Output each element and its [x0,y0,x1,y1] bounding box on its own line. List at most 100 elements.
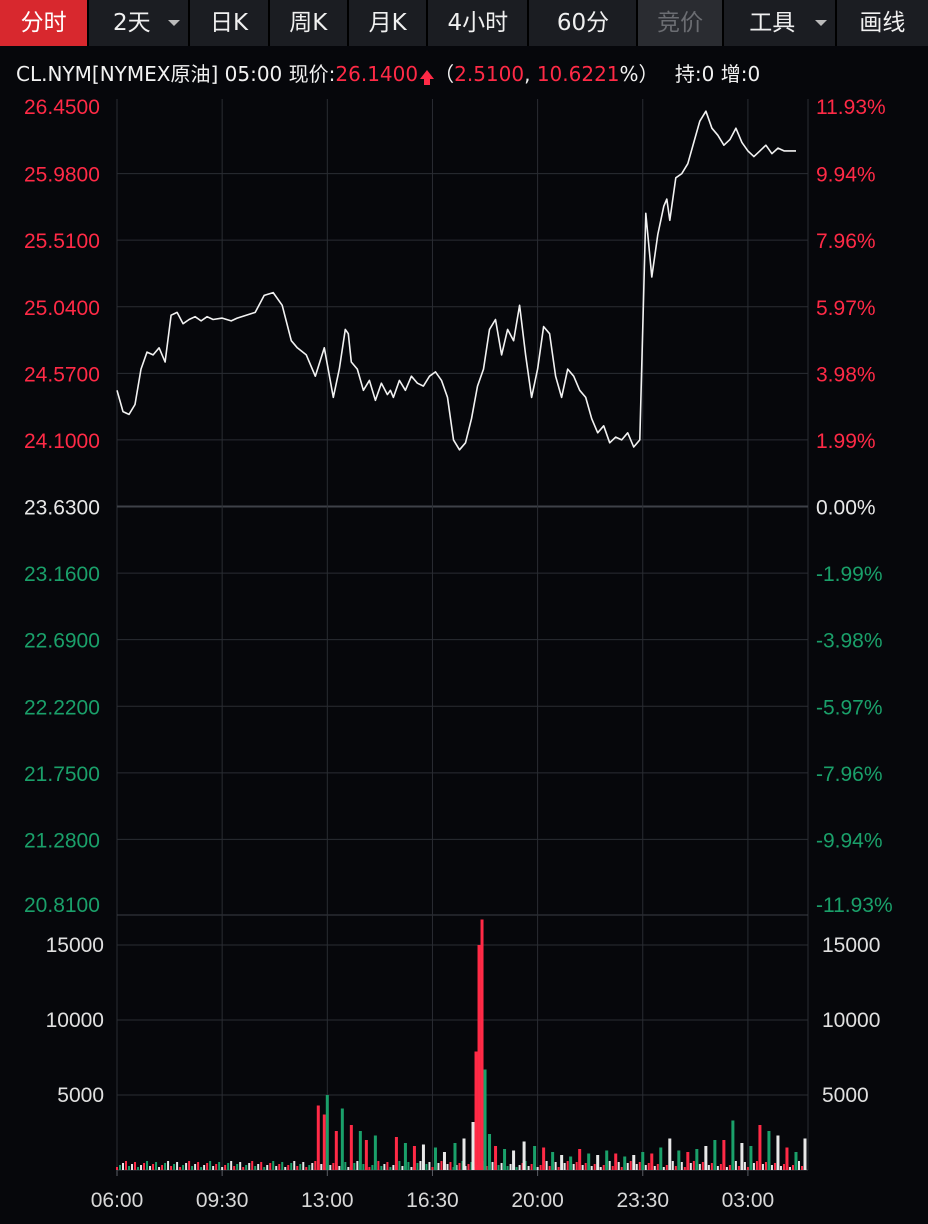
volume-tick-label: 5000 [57,1084,104,1107]
volume-bar [560,1155,564,1170]
volume-bar-small [476,1165,479,1170]
volume-bar-small [188,1161,191,1170]
volume-bar-small [275,1166,278,1170]
percent-tick-label: -7.96% [816,763,883,786]
volume-bar-small [128,1166,131,1170]
volume-bar-small [344,1162,347,1170]
volume-bar [394,1137,398,1170]
volume-bar-small [131,1164,134,1170]
tab-1[interactable]: 2天 [89,0,189,46]
price-change-percent: 10.6221 [536,62,620,86]
volume-tick-label: 10000 [46,1009,104,1032]
volume-bar [533,1146,537,1170]
tab-label: 60分 [556,10,610,36]
volume-bar-small [305,1167,308,1170]
axis-labels: 26.4500 11.93% 25.9800 9.94% 25.5100 7.96% 25.… [24,96,893,1212]
tab-label: 2天 [112,10,151,36]
volume-bar-small [269,1163,272,1170]
volume-bar [494,1146,498,1170]
volume-bar-small [284,1167,287,1170]
volume-bar-small [509,1164,512,1170]
volume-bar-small [407,1162,410,1170]
volume-bar [587,1153,591,1170]
volume-bar-small [362,1164,365,1170]
volume-bar-small [410,1167,413,1170]
volume-bar-small [287,1165,290,1170]
volume-bar-small [521,1163,524,1170]
volume-bar-small [176,1162,179,1170]
volume-bar-small [608,1161,611,1170]
volume-bar [578,1149,582,1170]
open-interest: 持:0 [674,62,715,86]
volume-bar-small [257,1164,260,1170]
volume-bar-small [734,1161,737,1170]
volume-bar-small [173,1164,176,1170]
tab-label: 周K [289,10,328,36]
tab-3[interactable]: 周K [269,0,347,46]
volume-bar-small [779,1166,782,1170]
volume-bar [442,1152,446,1170]
volume-bar [542,1147,546,1170]
volume-bar-small [167,1161,170,1170]
volume-bar-small [140,1165,143,1170]
volume-bar-small [338,1166,341,1170]
volume-bar-small [158,1167,161,1170]
price-tick-label: 24.1000 [24,430,100,453]
volume-bar-small [281,1162,284,1170]
volume-bar [776,1135,780,1170]
volume-bar-small [599,1167,602,1170]
percent-tick-label: 3.98% [816,363,876,386]
volume-bar-small [314,1161,317,1170]
percent-tick-label: 7.96% [816,230,876,253]
volume-bar [704,1146,708,1170]
volume-bar-small [563,1163,566,1170]
volume-bar-small [134,1162,137,1170]
volume-bar-small [539,1165,542,1170]
volume-bar [677,1150,681,1170]
volume-bar [483,1069,487,1170]
volume-bar-small [332,1163,335,1170]
tab-0[interactable]: 分时 [0,0,88,46]
volume-bar-small [137,1167,140,1170]
volume-bar-small [431,1167,434,1170]
price-tick-label: 22.2200 [24,696,100,719]
volume-bar-small [143,1163,146,1170]
volume-bar-small [293,1161,296,1170]
volume-bar-small [719,1164,722,1170]
volume-bar-small [725,1167,728,1170]
price-tick-label: 25.5100 [24,230,100,253]
volume-bar-small [581,1165,584,1170]
volume-bar-small [272,1161,275,1170]
volume-bar-small [455,1165,458,1170]
tab-2[interactable]: 日K [190,0,268,46]
volume-bar-small [353,1163,356,1170]
volume-bar [433,1147,437,1170]
tab-7[interactable]: 竞价 [638,0,722,46]
volume-bar-small [401,1166,404,1170]
tab-4[interactable]: 月K [348,0,427,46]
volume-bar-small [251,1161,254,1170]
volume-bar [325,1095,329,1170]
volume-bar [695,1149,699,1170]
volume-bar-small [728,1165,731,1170]
volume-bar-small [665,1165,668,1170]
volume-bar-small [656,1164,659,1170]
price-label: 现价: [288,62,336,86]
volume-bar-small [467,1164,470,1170]
volume-bar-small [446,1164,449,1170]
tab-9[interactable]: 画线 [836,0,928,46]
volume-bar [686,1152,690,1170]
quote-time: 05:00 [224,62,283,86]
volume-bar-small [635,1164,638,1170]
volume-bar-small [215,1164,218,1170]
tab-5[interactable]: 4小时 [428,0,528,46]
tab-8[interactable]: 工具 [723,0,835,46]
tab-6[interactable]: 60分 [529,0,637,46]
tab-label: 竞价 [657,10,704,36]
volume-bar [403,1143,407,1170]
volume-bar-small [419,1161,422,1170]
volume-bar-small [239,1162,242,1170]
volume-bar-small [464,1166,467,1170]
volume-bar [503,1149,507,1170]
